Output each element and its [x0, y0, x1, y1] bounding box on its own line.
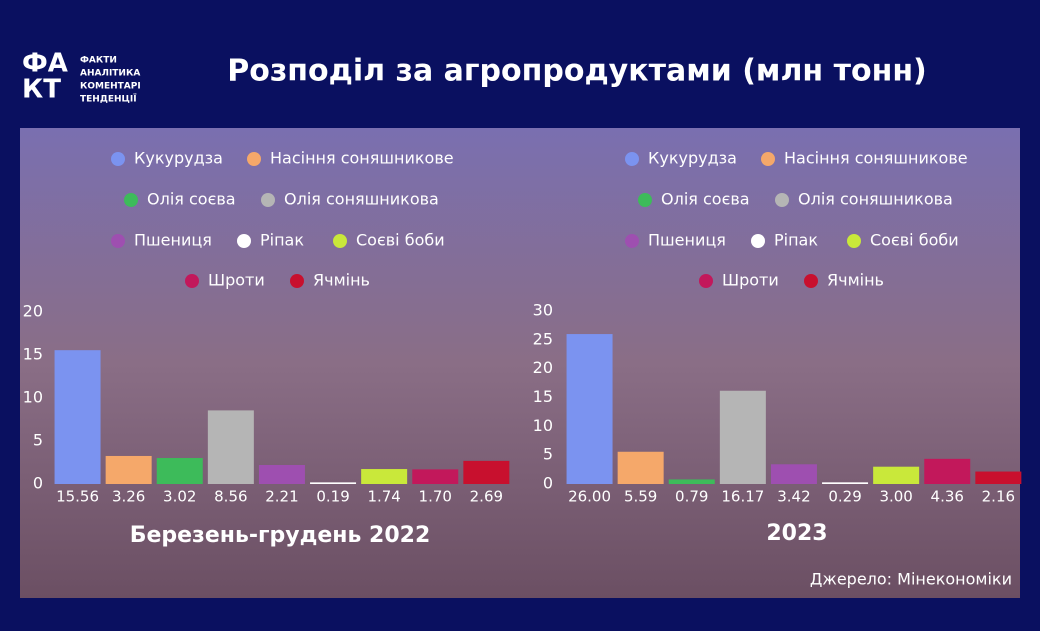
y-tick-label: 20	[533, 358, 553, 377]
bar	[719, 390, 766, 484]
value-label: 2.16	[982, 488, 1015, 506]
y-tick-label: 25	[533, 329, 553, 348]
y-tick-label: 10	[533, 416, 553, 435]
y-tick-label: 15	[23, 345, 43, 364]
legend-swatch	[775, 193, 789, 207]
bar	[207, 410, 254, 484]
logo-mark: ФА	[22, 49, 68, 79]
bar	[668, 479, 715, 484]
legend-swatch	[761, 152, 775, 166]
value-label: 16.17	[721, 488, 764, 506]
legend-swatch	[261, 193, 275, 207]
chart-subtitle: Березень-грудень 2022	[130, 523, 431, 548]
value-label: 0.19	[316, 488, 349, 506]
legend-swatch	[111, 234, 125, 248]
value-label: 2.69	[470, 488, 503, 506]
bar	[770, 464, 817, 484]
legend-swatch	[333, 234, 347, 248]
legend-swatch	[625, 234, 639, 248]
legend-label: Олія соєва	[147, 190, 236, 209]
source: Джерело: Мінекономіки	[810, 570, 1012, 589]
legend-label: Олія соєва	[661, 190, 750, 209]
legend-label: Ріпак	[774, 231, 818, 250]
logo-tagline: КОМЕНТАРІ	[80, 82, 141, 92]
legend-label: Пшениця	[134, 231, 212, 250]
value-label: 8.56	[214, 488, 247, 506]
legend-label: Шроти	[208, 271, 265, 290]
value-label: 3.26	[112, 488, 145, 506]
bar	[463, 460, 510, 484]
bar	[822, 482, 869, 484]
chart-subtitle: 2023	[766, 521, 827, 546]
legend-swatch	[625, 152, 639, 166]
value-label: 3.00	[879, 488, 912, 506]
value-label: 1.70	[419, 488, 452, 506]
bar	[156, 458, 203, 484]
bar	[924, 458, 971, 484]
legend-label: Олія соняшникова	[284, 190, 439, 209]
logo-tagline: ФАКТИ	[80, 56, 117, 66]
y-tick-label: 20	[23, 302, 43, 321]
legend-label: Олія соняшникова	[798, 190, 953, 209]
logo-tagline: ТЕНДЕНЦІЇ	[80, 94, 137, 105]
bar	[54, 350, 101, 484]
legend-label: Шроти	[722, 271, 779, 290]
value-label: 2.21	[265, 488, 298, 506]
y-tick-label: 30	[533, 301, 553, 320]
value-label: 3.02	[163, 488, 196, 506]
legend-swatch	[638, 193, 652, 207]
bar	[617, 451, 664, 484]
legend-swatch	[804, 274, 818, 288]
value-label: 1.74	[367, 488, 400, 506]
photo-panel	[20, 128, 1020, 598]
legend-swatch	[111, 152, 125, 166]
legend-label: Соєві боби	[870, 231, 959, 250]
y-tick-label: 5	[33, 431, 43, 450]
value-label: 0.79	[675, 488, 708, 506]
logo-mark: КТ	[22, 75, 61, 105]
legend-swatch	[237, 234, 251, 248]
legend-swatch	[290, 274, 304, 288]
legend-swatch	[247, 152, 261, 166]
bar	[566, 334, 613, 484]
y-tick-label: 0	[33, 474, 43, 493]
y-tick-label: 5	[543, 445, 553, 464]
bar	[105, 455, 152, 484]
bar	[258, 464, 305, 484]
bar	[873, 466, 920, 484]
value-label: 0.29	[828, 488, 861, 506]
value-label: 3.42	[777, 488, 810, 506]
legend-swatch	[185, 274, 199, 288]
legend-swatch	[751, 234, 765, 248]
legend-label: Кукурудза	[134, 149, 223, 168]
legend-swatch	[699, 274, 713, 288]
y-tick-label: 10	[23, 388, 43, 407]
legend-label: Соєві боби	[356, 231, 445, 250]
value-label: 15.56	[56, 488, 99, 506]
bar	[361, 469, 408, 484]
legend-label: Ячмінь	[313, 271, 370, 290]
legend-swatch	[124, 193, 138, 207]
y-tick-label: 0	[543, 474, 553, 493]
legend-label: Насіння соняшникове	[784, 149, 968, 168]
bar	[412, 469, 459, 484]
legend-swatch	[847, 234, 861, 248]
title: Розподіл за агропродуктами (млн тонн)	[227, 54, 927, 89]
bar	[975, 471, 1022, 484]
value-label: 5.59	[624, 488, 657, 506]
bar	[310, 482, 357, 484]
value-label: 4.36	[931, 488, 964, 506]
legend-label: Насіння соняшникове	[270, 149, 454, 168]
logo-tagline: АНАЛІТИКА	[80, 69, 140, 79]
legend-label: Ячмінь	[827, 271, 884, 290]
legend-label: Ріпак	[260, 231, 304, 250]
value-label: 26.00	[568, 488, 611, 506]
y-tick-label: 15	[533, 387, 553, 406]
legend-label: Кукурудза	[648, 149, 737, 168]
legend-label: Пшениця	[648, 231, 726, 250]
